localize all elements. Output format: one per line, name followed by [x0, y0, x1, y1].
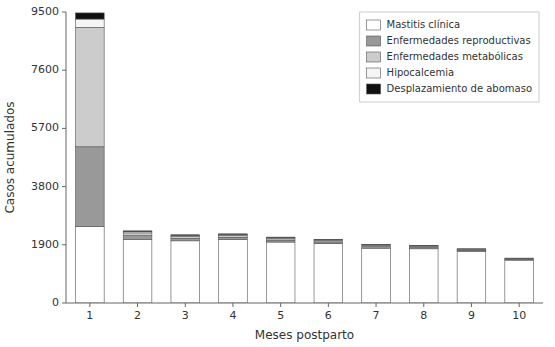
bar-segment	[123, 232, 152, 233]
x-tick-label: 10	[512, 309, 526, 322]
bar-segment	[314, 239, 343, 240]
x-tick-label: 5	[277, 309, 284, 322]
y-axis-line	[66, 12, 67, 303]
bar-segment	[409, 249, 438, 303]
y-tick-label: 3800	[31, 180, 59, 193]
y-tick-label: 7600	[31, 63, 59, 76]
x-tick-label: 1	[86, 309, 93, 322]
bar-segment	[505, 258, 534, 260]
chart-container: 0 1900 3800 5700 7600 9500 1 2 3 4 5 6 7 8 9 10 Meses po…	[0, 0, 555, 347]
bar-segment	[76, 27, 105, 146]
bar-segment	[457, 251, 486, 303]
bar-segment	[123, 236, 152, 240]
bar-segment	[76, 147, 105, 227]
bar-segment	[457, 248, 486, 249]
x-tick	[185, 303, 186, 307]
bar-segment	[505, 260, 534, 303]
y-axis-label: Casos acumulados	[3, 101, 17, 213]
bar-segment	[409, 246, 438, 247]
bar-segment	[76, 19, 105, 27]
bar-segment	[171, 238, 200, 240]
y-tick-label: 9500	[31, 5, 59, 18]
y-tick	[62, 303, 66, 304]
bar-segment	[409, 245, 438, 246]
legend-swatch	[367, 84, 381, 94]
x-tick-label: 2	[134, 309, 141, 322]
x-tick	[280, 303, 281, 307]
bar-segment	[266, 237, 295, 239]
bar-segment	[219, 233, 248, 235]
x-tick	[519, 303, 520, 307]
bar-segment	[266, 237, 295, 238]
y-tick-label: 1900	[31, 238, 59, 251]
bar-segment	[219, 235, 248, 237]
bar-segment	[123, 233, 152, 236]
y-tick	[62, 12, 66, 13]
bar-segment	[457, 250, 486, 252]
y-tick	[62, 186, 66, 187]
y-tick	[62, 128, 66, 129]
legend-label: Enfermedades metabólicas	[387, 51, 523, 62]
bar-segment	[362, 245, 391, 246]
x-tick	[328, 303, 329, 307]
bar-segment	[266, 242, 295, 303]
chart: 0 1900 3800 5700 7600 9500 1 2 3 4 5 6 7 8 9 10 Meses po…	[0, 0, 555, 347]
x-axis-label: Meses postparto	[255, 328, 354, 342]
x-tick	[471, 303, 472, 307]
legend-swatch	[367, 36, 381, 46]
bar-segment	[314, 240, 343, 242]
bars	[76, 13, 534, 303]
x-tick	[89, 303, 90, 307]
legend-box	[360, 12, 539, 102]
bar-segment	[409, 245, 438, 246]
legend-label: Mastitis clínica	[387, 19, 461, 30]
legend-label: Desplazamiento de abomaso	[387, 83, 532, 94]
y-tick-label: 0	[52, 296, 59, 309]
x-tick-label: 7	[373, 309, 380, 322]
x-tick-label: 4	[229, 309, 236, 322]
legend-swatch	[367, 52, 381, 62]
bar-segment	[171, 234, 200, 236]
bar-segment	[362, 244, 391, 245]
bar-segment	[123, 239, 152, 303]
bar-segment	[171, 236, 200, 238]
legend-swatch	[367, 20, 381, 30]
legend-swatch	[367, 68, 381, 78]
x-tick	[232, 303, 233, 307]
legend-label: Hipocalcemia	[387, 67, 454, 78]
bar-segment	[505, 259, 534, 261]
bar-segment	[314, 244, 343, 303]
legend-label: Enfermedades reproductivas	[387, 35, 531, 46]
bar-segment	[362, 248, 391, 303]
bar-segment	[219, 234, 248, 236]
bar-segment	[457, 249, 486, 251]
bar-segment	[171, 235, 200, 237]
y-tick	[62, 70, 66, 71]
x-tick	[376, 303, 377, 307]
bar-segment	[314, 239, 343, 241]
y-tick	[62, 244, 66, 245]
bar-segment	[123, 230, 152, 232]
y-tick-label: 5700	[31, 121, 59, 134]
bar-segment	[219, 240, 248, 303]
x-tick	[137, 303, 138, 307]
bar-segment	[505, 258, 534, 259]
bar-segment	[171, 241, 200, 303]
x-tick-label: 9	[468, 309, 475, 322]
bar-segment	[76, 226, 105, 303]
bar-segment	[266, 238, 295, 240]
x-tick-label: 6	[325, 309, 332, 322]
bar-segment	[76, 13, 105, 19]
x-tick-label: 8	[420, 309, 427, 322]
x-tick-label: 3	[182, 309, 189, 322]
bar-segment	[505, 258, 534, 259]
bar-segment	[362, 244, 391, 246]
bar-segment	[457, 249, 486, 250]
legend: Mastitis clínica Enfermedades reproductiv…	[360, 12, 539, 102]
x-tick	[423, 303, 424, 307]
bar-segment	[219, 237, 248, 239]
